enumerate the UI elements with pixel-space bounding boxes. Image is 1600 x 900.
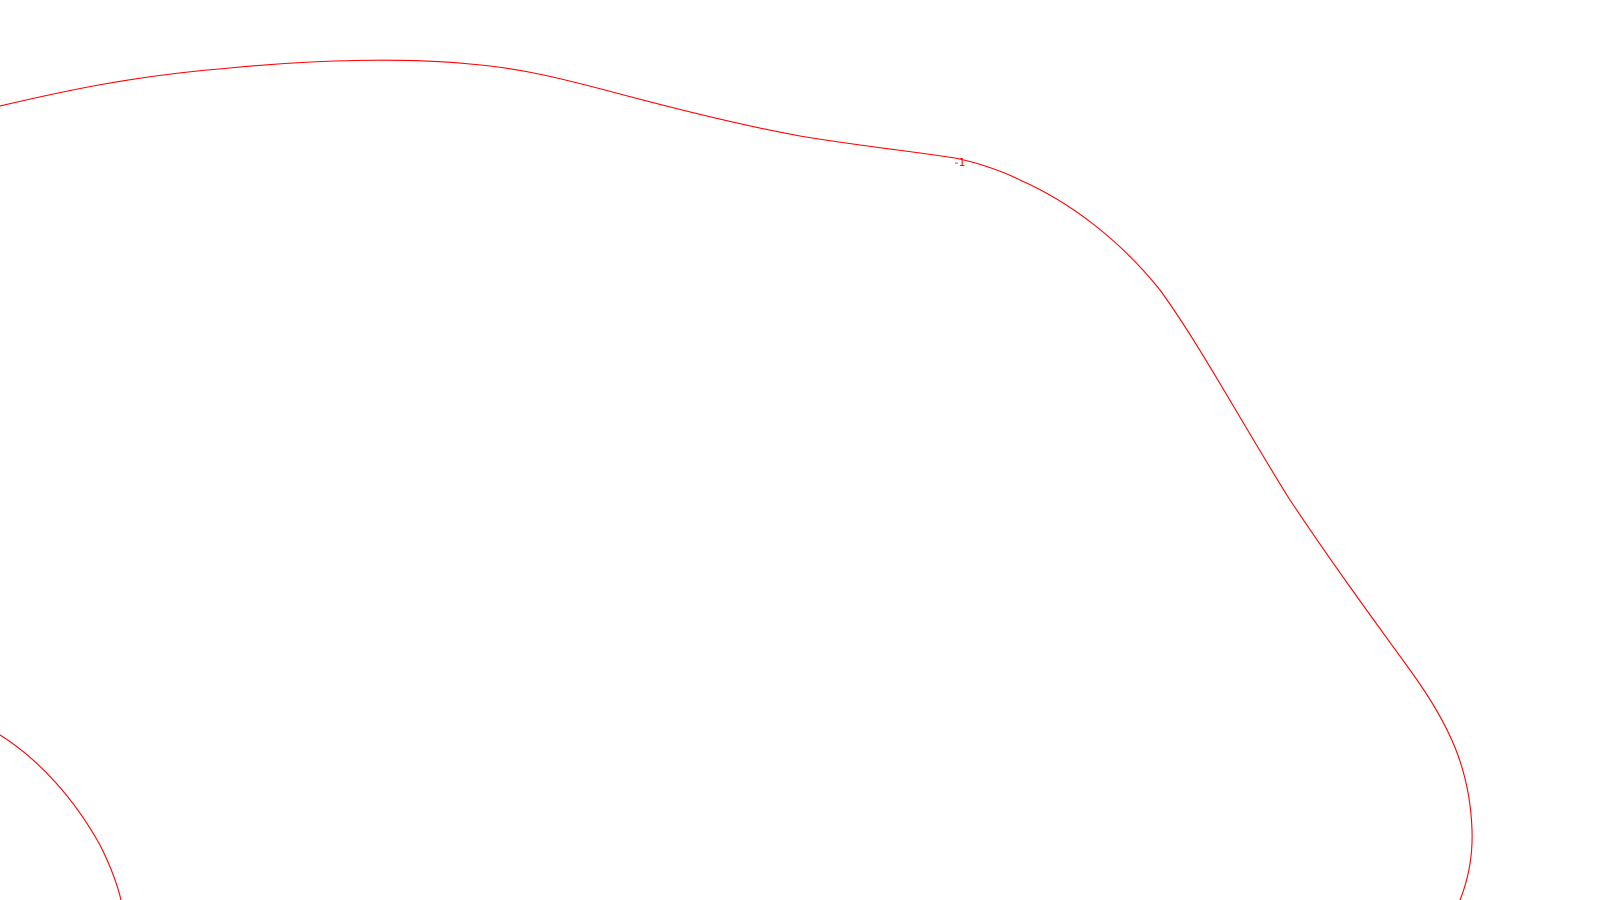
contour-line (0, 59, 1473, 900)
contour-label: -1 (955, 156, 966, 169)
contour-line (0, 734, 122, 900)
